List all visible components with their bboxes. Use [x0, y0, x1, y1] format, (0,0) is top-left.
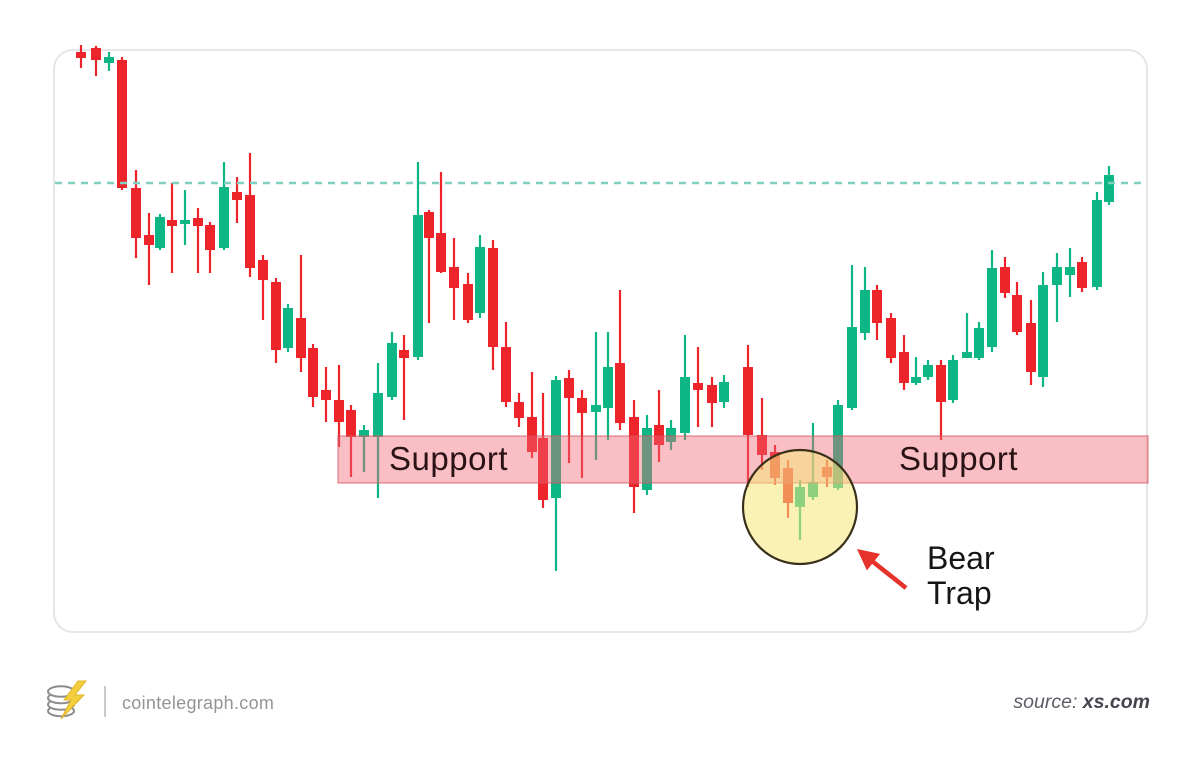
candle-body — [501, 347, 511, 402]
candle-body — [321, 390, 331, 400]
footer-source-text: source: xs.com — [1013, 691, 1150, 714]
bear-trap-label: Bear Trap — [927, 540, 995, 611]
candle-body — [603, 367, 613, 408]
candle-body — [258, 260, 268, 280]
candle-body — [899, 352, 909, 383]
candle-body — [886, 318, 896, 358]
support-band — [337, 435, 1149, 484]
candle-body — [629, 417, 639, 487]
candle-body — [680, 377, 690, 433]
candle-body — [1012, 295, 1022, 332]
candle-body — [847, 327, 857, 408]
candle-body — [527, 417, 537, 452]
footer-divider — [104, 686, 106, 717]
candle-body — [642, 428, 652, 490]
candle-body — [833, 405, 843, 488]
candle-body — [205, 225, 215, 250]
candle-body — [91, 48, 101, 60]
candle-body — [514, 402, 524, 418]
candle-body — [743, 367, 753, 435]
candle-body — [144, 235, 154, 245]
candle-body — [962, 352, 972, 358]
candle-body — [1104, 175, 1114, 202]
candle-body — [1038, 285, 1048, 377]
candle-body — [577, 398, 587, 413]
candle-body — [475, 247, 485, 313]
lightning-bolt-icon — [60, 680, 88, 720]
candle-body — [399, 350, 409, 358]
candle-body — [308, 348, 318, 397]
candle-body — [1077, 262, 1087, 288]
candle-body — [232, 192, 242, 200]
candle-body — [564, 378, 574, 398]
candle-body — [76, 52, 86, 58]
candles-layer — [76, 45, 1114, 571]
candle-body — [424, 212, 434, 238]
candle-body — [654, 425, 664, 445]
candle-body — [449, 267, 459, 288]
candle-body — [104, 57, 114, 63]
candle-body — [193, 218, 203, 226]
candle-body — [872, 290, 882, 323]
candle-body — [296, 318, 306, 358]
candle-body — [911, 377, 921, 383]
candle-body — [615, 363, 625, 423]
source-prefix: source: — [1013, 691, 1083, 713]
candle-body — [538, 438, 548, 500]
candle-body — [334, 400, 344, 422]
candle-body — [1026, 323, 1036, 372]
candle-body — [1052, 267, 1062, 285]
bear-trap-circle — [741, 448, 859, 566]
candle-body — [413, 215, 423, 357]
candle-body — [155, 217, 165, 248]
candle-body — [117, 60, 127, 188]
candle-body — [551, 380, 561, 498]
candle-body — [757, 435, 767, 455]
candle-body — [936, 365, 946, 402]
chart-card — [53, 49, 1148, 633]
candle-body — [591, 405, 601, 412]
candle-body — [463, 284, 473, 320]
cointelegraph-logo-icon — [47, 680, 88, 720]
support-label-left: Support — [389, 440, 509, 477]
candle-body — [923, 365, 933, 377]
candle-body — [359, 430, 369, 437]
candle-body — [436, 233, 446, 272]
candle-body — [180, 220, 190, 224]
candle-body — [948, 360, 958, 400]
candle-body — [1065, 267, 1075, 275]
candle-body — [245, 195, 255, 268]
candle-body — [373, 393, 383, 437]
candle-body — [666, 428, 676, 442]
candle-body — [387, 343, 397, 397]
candle-body — [707, 385, 717, 403]
candle-body — [488, 248, 498, 347]
support-label-right: Support — [899, 440, 1019, 477]
candle-body — [1000, 267, 1010, 293]
candle-body — [219, 187, 229, 248]
bear-trap-arrow — [856, 548, 908, 590]
candle-body — [974, 328, 984, 358]
candle-body — [1092, 200, 1102, 287]
footer-site-text: cointelegraph.com — [122, 693, 275, 713]
candle-body — [860, 290, 870, 333]
candle-body — [283, 308, 293, 348]
candle-body — [346, 410, 356, 437]
candle-body — [271, 282, 281, 350]
candle-body — [693, 383, 703, 390]
candle-body — [131, 188, 141, 238]
candle-body — [167, 220, 177, 226]
candle-body — [987, 268, 997, 347]
candle-body — [719, 382, 729, 402]
source-name: xs.com — [1082, 691, 1150, 713]
